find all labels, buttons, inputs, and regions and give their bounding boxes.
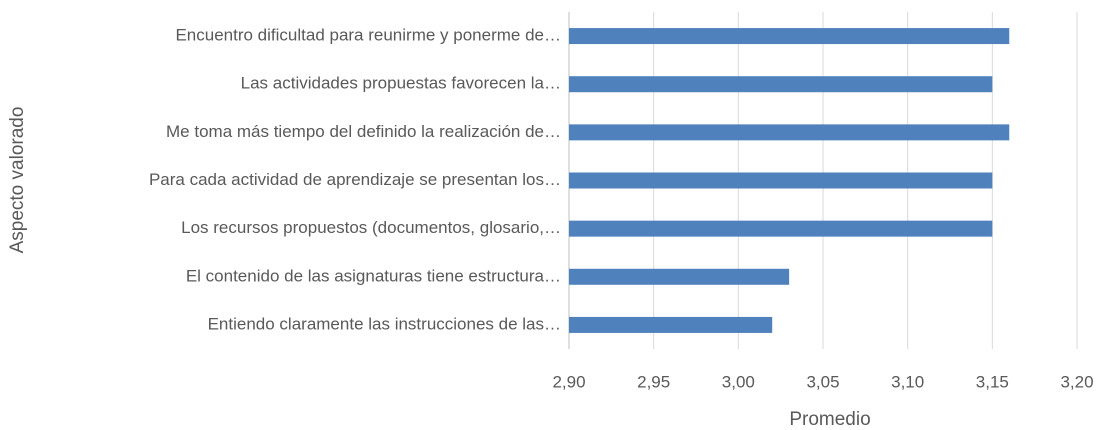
y-tick-label: Me toma más tiempo del definido la reali… (166, 122, 561, 141)
bar (569, 76, 993, 93)
x-tick-label: 3,10 (891, 372, 924, 391)
y-tick-label: Los recursos propuestos (documentos, glo… (181, 218, 561, 237)
x-tick-label: 2,90 (552, 372, 585, 391)
x-axis-title: Promedio (789, 409, 870, 430)
y-tick-label: Las actividades propuestas favorecen la… (241, 74, 561, 93)
bar (569, 124, 1010, 141)
bar (569, 316, 773, 333)
x-tick-label: 2,95 (637, 372, 670, 391)
y-tick-label: Para cada actividad de aprendizaje se pr… (149, 170, 561, 189)
y-tick-label: Entiendo claramente las instrucciones de… (208, 314, 561, 333)
x-tick-label: 3,15 (976, 372, 1009, 391)
y-tick-label: El contenido de las asignaturas tiene es… (186, 266, 561, 285)
bar (569, 172, 993, 189)
y-axis-title: Aspecto valorado (7, 107, 28, 254)
y-tick-label: Encuentro dificultad para reunirme y pon… (175, 26, 561, 45)
bar (569, 220, 993, 237)
x-tick-label: 3,05 (806, 372, 839, 391)
bar (569, 268, 790, 285)
x-tick-label: 3,00 (722, 372, 755, 391)
x-tick-label: 3,20 (1060, 372, 1093, 391)
bar (569, 28, 1010, 45)
